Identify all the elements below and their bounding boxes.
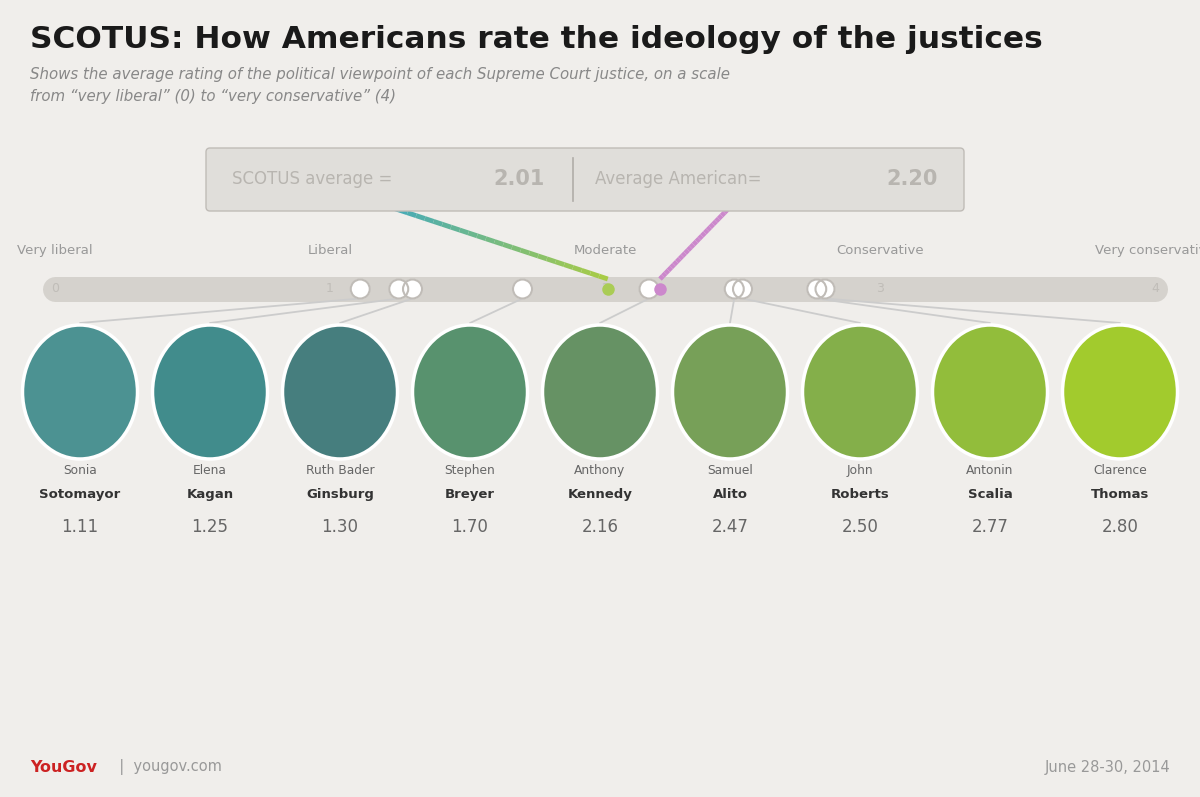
Text: 3: 3 [876,282,884,296]
Circle shape [733,280,752,299]
Text: 2.47: 2.47 [712,518,749,536]
Text: Scalia: Scalia [967,488,1013,501]
Text: 1.70: 1.70 [451,518,488,536]
Text: Ginsburg: Ginsburg [306,488,374,501]
Circle shape [640,280,659,299]
Text: 2.16: 2.16 [582,518,618,536]
Ellipse shape [1062,325,1177,459]
Text: Very liberal: Very liberal [17,244,92,257]
Text: 1.25: 1.25 [192,518,228,536]
Ellipse shape [152,325,268,459]
Text: 2.77: 2.77 [972,518,1008,536]
Text: 2.20: 2.20 [887,170,938,190]
Text: John: John [847,464,874,477]
Text: Kagan: Kagan [186,488,234,501]
Circle shape [816,280,834,299]
Circle shape [389,280,408,299]
Text: Average American=: Average American= [595,171,767,189]
Text: 1.11: 1.11 [61,518,98,536]
Text: Kennedy: Kennedy [568,488,632,501]
Text: |  yougov.com: | yougov.com [110,759,222,775]
Text: Sonia: Sonia [64,464,97,477]
Ellipse shape [413,325,528,459]
Text: Thomas: Thomas [1091,488,1150,501]
Text: Liberal: Liberal [307,244,353,257]
Ellipse shape [803,325,918,459]
Text: Sotomayor: Sotomayor [40,488,121,501]
Text: SCOTUS: How Americans rate the ideology of the justices: SCOTUS: How Americans rate the ideology … [30,25,1043,54]
Text: Samuel: Samuel [707,464,752,477]
Ellipse shape [282,325,397,459]
FancyBboxPatch shape [206,148,964,211]
Text: Moderate: Moderate [574,244,637,257]
Text: 1: 1 [326,282,334,296]
Text: 2.80: 2.80 [1102,518,1139,536]
Text: YouGov: YouGov [30,760,97,775]
Text: Breyer: Breyer [445,488,494,501]
Text: 2.01: 2.01 [493,170,545,190]
Text: Elena: Elena [193,464,227,477]
Circle shape [350,280,370,299]
Text: Alito: Alito [713,488,748,501]
Ellipse shape [932,325,1048,459]
Text: Very conservative: Very conservative [1096,244,1200,257]
Ellipse shape [672,325,787,459]
Text: Antonin: Antonin [966,464,1014,477]
Circle shape [403,280,422,299]
Circle shape [514,280,532,299]
Ellipse shape [542,325,658,459]
Text: 2: 2 [601,282,608,296]
Text: 1.30: 1.30 [322,518,359,536]
Text: Ruth Bader: Ruth Bader [306,464,374,477]
Text: June 28-30, 2014: June 28-30, 2014 [1044,760,1170,775]
Text: 4: 4 [1151,282,1159,296]
Text: Anthony: Anthony [575,464,625,477]
Circle shape [725,280,744,299]
Circle shape [808,280,827,299]
Text: 0: 0 [52,282,59,296]
Text: Conservative: Conservative [836,244,924,257]
Text: Shows the average rating of the political viewpoint of each Supreme Court justic: Shows the average rating of the politica… [30,67,730,104]
Text: Clarence: Clarence [1093,464,1147,477]
Text: Stephen: Stephen [445,464,496,477]
Text: 2.50: 2.50 [841,518,878,536]
Text: SCOTUS average =: SCOTUS average = [232,171,397,189]
Text: Roberts: Roberts [830,488,889,501]
Ellipse shape [23,325,138,459]
